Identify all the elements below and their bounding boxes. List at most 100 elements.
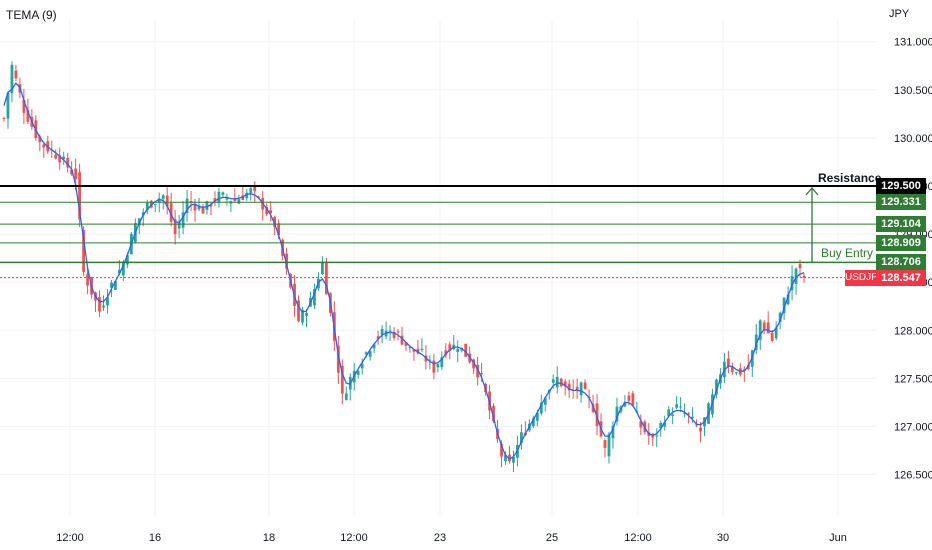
candle-body (70, 169, 74, 175)
candle-body (464, 343, 468, 357)
candle-body (86, 273, 89, 286)
candle-body (595, 403, 599, 427)
indicator-label[interactable]: TEMA (9) (6, 8, 57, 22)
candle-body (269, 210, 273, 214)
candle-body (376, 336, 380, 339)
x-tick-label: 18 (263, 532, 275, 544)
candle-body (2, 117, 6, 119)
candle-body (448, 344, 452, 351)
candle-body (118, 269, 121, 274)
candle-body (432, 360, 436, 373)
current-price-tag: 128.547 (876, 269, 926, 286)
candle-body (615, 406, 619, 422)
candle-body (368, 351, 372, 357)
candle-body (253, 185, 257, 192)
candle-body (273, 217, 277, 228)
candle-body (659, 422, 663, 428)
candle-body (742, 369, 746, 371)
candle-body (42, 144, 46, 148)
y-tick-label: 126.500 (894, 470, 932, 482)
candle-body (770, 333, 774, 341)
candle-body (169, 203, 173, 222)
candle-body (114, 281, 117, 290)
candle-body (695, 424, 698, 426)
x-tick-label: 25 (546, 532, 558, 544)
candle-body (265, 206, 269, 215)
target-arrow (805, 187, 819, 263)
candle-body (82, 229, 85, 272)
candle-body (428, 359, 432, 361)
candle-body (145, 202, 149, 211)
candle-body (122, 263, 125, 276)
candle-body (627, 395, 631, 401)
y-tick-label: 128.000 (894, 325, 932, 337)
candle-body (679, 406, 683, 408)
candle-body (125, 255, 129, 265)
candle-body (456, 348, 460, 352)
candle-body (408, 346, 412, 348)
tema-indicator-line (3, 82, 805, 460)
level-tag-129.331: 129.331 (876, 194, 926, 211)
candle-body (512, 457, 515, 463)
candle-body (6, 92, 10, 119)
candle-body (579, 382, 583, 396)
candle-body (58, 155, 62, 163)
candle-body (26, 109, 30, 122)
candle-body (392, 331, 396, 339)
currency-label: JPY (889, 8, 910, 20)
buy-entry-label: Buy Entry (821, 246, 874, 261)
x-axis-ticks: 12:00 16 18 12:00 23 25 12:00 30 Jun (56, 532, 847, 544)
candle-body (531, 418, 535, 427)
symbol-tag: USDJPY (845, 269, 884, 286)
candle-body (754, 334, 758, 351)
candle-body (611, 426, 615, 439)
candle-body (221, 192, 225, 195)
candle-body (22, 99, 26, 113)
candle-body (324, 263, 328, 295)
candle-body (356, 371, 360, 375)
level-tag-128.706: 128.706 (876, 254, 926, 271)
candle-body (321, 261, 324, 274)
candle-body (54, 154, 58, 159)
candle-body (555, 376, 559, 388)
candle-body (492, 405, 495, 422)
y-tick-label: 127.500 (894, 373, 932, 385)
candle-body (372, 344, 376, 349)
candle-body (396, 331, 400, 333)
candle-body (782, 297, 786, 314)
chart-grid (0, 20, 876, 515)
candle-body (197, 205, 201, 210)
candle-body (388, 330, 392, 332)
resistance-label: Resistance (818, 171, 882, 185)
level-tag-129.104: 129.104 (876, 216, 926, 233)
candle-body (778, 312, 782, 323)
candle-body (794, 268, 798, 284)
candle-body (607, 434, 611, 457)
candle-body (277, 223, 281, 236)
candle-body (177, 222, 181, 229)
candle-body (380, 328, 384, 335)
candle-body (106, 297, 109, 306)
candle-body (583, 382, 587, 389)
candle-body (336, 345, 340, 373)
candle-body (181, 212, 185, 228)
candle-body (102, 305, 105, 308)
candle-body (205, 201, 209, 210)
candle-body (520, 432, 523, 443)
candle-body (535, 412, 539, 421)
candle-body (766, 322, 770, 334)
y-tick-label: 127.000 (894, 422, 932, 434)
candle-body (153, 204, 157, 206)
candle-body (504, 454, 507, 462)
candle-body (245, 192, 249, 199)
candle-body (786, 294, 790, 305)
candle-body (444, 350, 448, 356)
candle-body (440, 357, 444, 368)
candle-body (480, 373, 484, 375)
candle-body (500, 443, 503, 457)
candle-body (730, 366, 734, 372)
candle-body (185, 198, 189, 213)
candle-body (691, 416, 694, 418)
candle-body (551, 379, 555, 383)
